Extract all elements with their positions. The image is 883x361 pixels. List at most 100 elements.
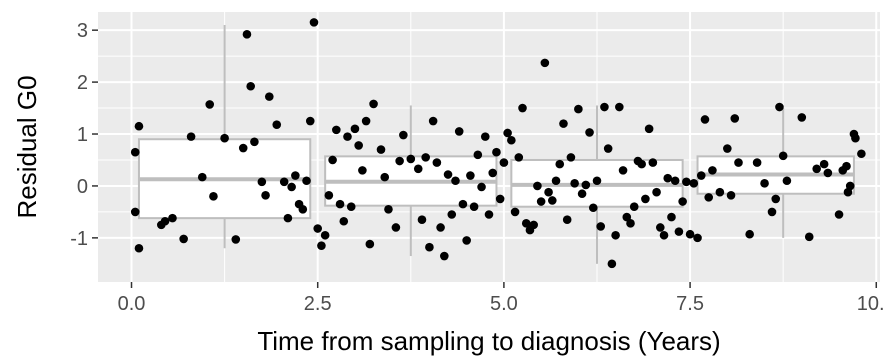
data-point [581, 180, 591, 190]
data-point [480, 132, 490, 141]
data-point [425, 242, 434, 252]
data-point [413, 164, 423, 174]
y-tick-label: 2 [77, 72, 88, 94]
data-point [246, 81, 255, 91]
data-point [622, 212, 632, 222]
data-point [592, 176, 602, 186]
x-axis-ticks: 0.0 2.5 5.0 7.5 10.0 [118, 282, 883, 315]
data-point [596, 222, 606, 231]
data-point [302, 176, 311, 186]
data-point [857, 149, 866, 159]
data-point [335, 199, 345, 209]
data-point [179, 234, 188, 244]
data-point [715, 187, 725, 197]
data-point [570, 179, 579, 188]
data-point [696, 171, 706, 180]
data-point [603, 144, 613, 153]
data-point [842, 161, 851, 171]
data-point [369, 99, 378, 109]
data-point [283, 213, 293, 223]
data-point [734, 158, 743, 167]
data-point [339, 216, 349, 226]
y-tick-label: 0 [77, 176, 88, 198]
data-point [365, 239, 375, 249]
data-point [287, 182, 296, 192]
data-point [577, 189, 587, 199]
data-point [562, 215, 572, 224]
data-point [130, 147, 140, 157]
x-tick-label: 0.0 [118, 293, 146, 315]
data-point [343, 132, 352, 141]
data-point [529, 220, 538, 230]
data-point [760, 179, 769, 188]
data-point [130, 207, 140, 217]
data-point [440, 251, 449, 261]
data-point [477, 182, 486, 192]
data-point [771, 194, 781, 204]
data-point [618, 166, 628, 175]
y-tick-label: 3 [77, 20, 88, 42]
x-tick-label: 10.0 [857, 293, 883, 315]
data-point [257, 177, 267, 187]
data-point [380, 172, 390, 182]
data-point [168, 213, 177, 223]
data-point [231, 235, 241, 244]
data-point [462, 236, 471, 245]
data-point [704, 193, 714, 202]
data-point [637, 159, 646, 169]
data-point [298, 205, 308, 214]
data-point [391, 223, 401, 232]
data-point [823, 168, 833, 178]
data-point [406, 154, 416, 164]
data-point [328, 155, 337, 165]
data-point [540, 58, 550, 68]
data-point [279, 177, 289, 187]
data-point [436, 223, 445, 232]
data-point [667, 212, 676, 222]
data-point [663, 173, 673, 183]
data-point [451, 176, 460, 186]
y-axis-title: Residual G0 [12, 75, 42, 218]
data-point [518, 103, 527, 113]
data-point [320, 230, 330, 240]
data-point [473, 150, 483, 160]
data-point [309, 18, 319, 27]
data-point [767, 207, 777, 217]
data-point [134, 243, 144, 253]
data-point [354, 141, 363, 150]
data-point [514, 153, 524, 162]
data-point [693, 233, 702, 243]
y-tick-label: -1 [70, 228, 88, 250]
data-point [521, 219, 531, 228]
data-point [384, 205, 393, 214]
data-point [417, 215, 427, 224]
data-point [134, 121, 144, 131]
data-point [626, 219, 635, 228]
data-point [726, 190, 736, 200]
data-point [641, 194, 650, 204]
data-point [503, 128, 512, 138]
data-point [484, 210, 494, 219]
data-point [775, 102, 784, 112]
data-point [655, 223, 665, 232]
data-point [555, 159, 565, 169]
data-point [447, 210, 457, 219]
data-point [682, 177, 691, 187]
data-point [495, 194, 505, 204]
data-point [488, 168, 498, 178]
data-point [730, 114, 740, 123]
data-point [399, 130, 408, 140]
data-point [574, 104, 583, 114]
data-point [851, 133, 860, 143]
data-point [689, 179, 699, 188]
data-point [305, 116, 315, 126]
data-point [544, 187, 553, 197]
data-point [160, 216, 170, 226]
data-point [551, 176, 561, 186]
data-point [607, 259, 617, 269]
boxplot-2 [324, 105, 498, 257]
data-point [797, 113, 807, 122]
data-point [812, 164, 821, 174]
x-axis-title: Time from sampling to diagnosis (Years) [257, 326, 720, 356]
data-point [559, 119, 568, 128]
